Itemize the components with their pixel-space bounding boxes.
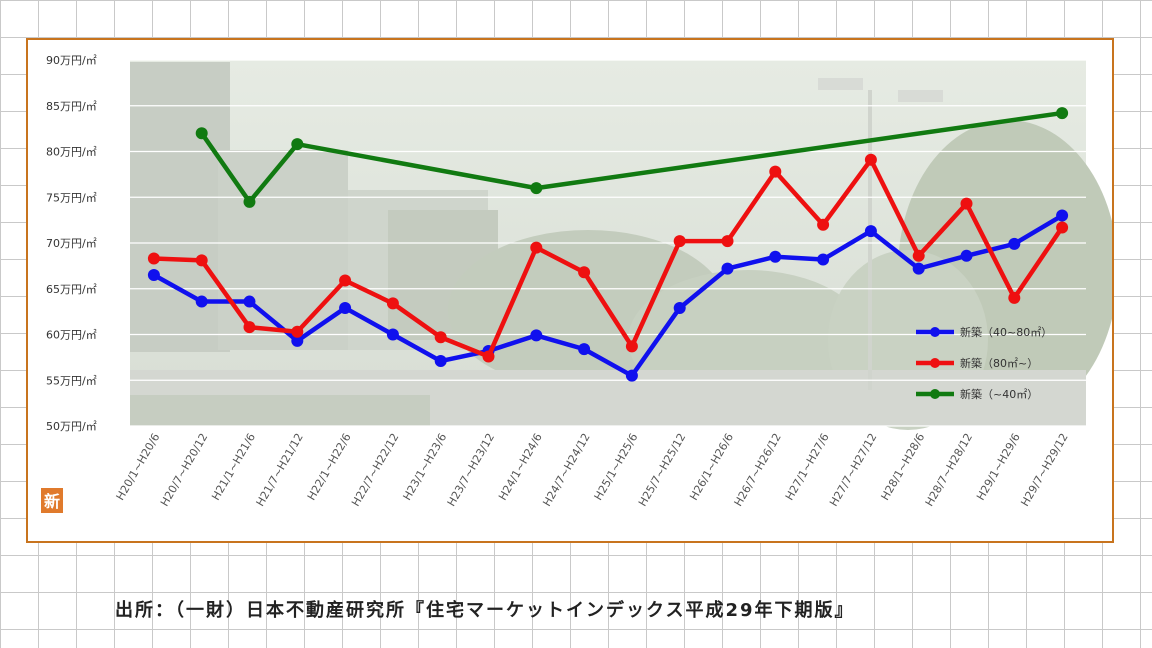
data-point — [530, 241, 543, 254]
data-point — [817, 253, 830, 266]
y-tick-label: 90万円/㎡ — [46, 54, 97, 67]
x-tick-label: H23/1~H23/6 — [400, 431, 449, 503]
y-tick-label: 65万円/㎡ — [46, 283, 97, 296]
data-point — [291, 334, 304, 347]
y-tick-label: 70万円/㎡ — [46, 237, 97, 250]
x-tick-label: H26/1~H26/6 — [687, 431, 736, 503]
data-point — [864, 153, 877, 166]
data-point — [912, 262, 925, 275]
y-tick-label: 85万円/㎡ — [46, 100, 97, 113]
data-point — [291, 325, 304, 338]
chart-frame: 50万円/㎡ 55万円/㎡ 60万円/㎡ 65万円/㎡ 70万円/㎡ 75万円/㎡ 80万円… — [26, 38, 1114, 543]
data-point — [578, 266, 591, 279]
data-point — [1056, 221, 1069, 234]
series-line-2 — [153, 157, 1064, 359]
new-badge-text: 新 — [44, 492, 60, 511]
data-point — [530, 182, 543, 195]
data-point — [1056, 209, 1069, 222]
data-point — [530, 329, 543, 342]
data-point — [243, 321, 256, 334]
series-line-1 — [152, 213, 1064, 378]
data-point — [434, 331, 447, 344]
x-tick-label: H29/1~H29/6 — [974, 431, 1023, 503]
data-point — [960, 197, 973, 210]
y-tick-label: 50万円/㎡ — [46, 420, 97, 433]
x-tick-label: H26/7~H26/12 — [732, 431, 784, 509]
x-tick-label: H21/1~H21/6 — [209, 431, 258, 503]
data-point — [769, 165, 782, 178]
data-point — [1008, 237, 1021, 250]
x-tick-label: H24/1~H24/6 — [496, 431, 545, 503]
x-tick-label: H22/1~H22/6 — [305, 431, 354, 503]
legend-marker — [930, 358, 940, 368]
y-tick-label: 60万円/㎡ — [46, 329, 97, 342]
data-point — [195, 127, 208, 140]
legend-label: 新築（40~80㎡） — [960, 325, 1052, 339]
legend-marker — [930, 327, 940, 337]
x-tick-label: H29/7~H29/12 — [1018, 431, 1070, 509]
data-point — [673, 235, 686, 248]
x-tick-label: H21/7~H21/12 — [254, 431, 306, 509]
new-badge-icon — [41, 488, 63, 513]
background-photo — [130, 60, 1112, 430]
data-point — [673, 301, 686, 314]
chart-svg: 50万円/㎡ 55万円/㎡ 60万円/㎡ 65万円/㎡ 70万円/㎡ 75万円/㎡ 80万円… — [41, 54, 1112, 513]
data-point — [243, 195, 256, 208]
x-tick-label: H22/7~H22/12 — [349, 431, 401, 509]
data-point — [817, 218, 830, 231]
data-point — [147, 269, 160, 282]
legend-label: 新築（~40㎡） — [960, 387, 1038, 401]
data-point — [721, 262, 734, 275]
data-point — [339, 274, 352, 287]
legend-marker — [930, 389, 940, 399]
x-tick-label: H20/1~H20/6 — [114, 431, 163, 503]
x-tick-label: H25/1~H25/6 — [592, 431, 641, 503]
y-tick-label: 55万円/㎡ — [46, 374, 97, 387]
data-point — [482, 350, 495, 363]
data-point — [1056, 107, 1069, 120]
data-point — [195, 295, 208, 308]
data-point — [625, 340, 638, 353]
data-point — [339, 301, 352, 314]
data-point — [960, 249, 973, 262]
data-point — [864, 225, 877, 238]
data-point — [721, 235, 734, 248]
x-tick-label: H23/7~H23/12 — [445, 431, 497, 509]
data-point — [769, 250, 782, 263]
data-point — [195, 254, 208, 267]
legend-label: 新築（80㎡~） — [960, 356, 1038, 370]
x-tick-label: H28/1~H28/6 — [878, 431, 927, 503]
x-tick-label: H25/7~H25/12 — [636, 431, 688, 509]
data-point — [243, 295, 256, 308]
x-tick-label: H20/7~H20/12 — [158, 431, 210, 509]
x-tick-label: H28/7~H28/12 — [923, 431, 975, 509]
data-point — [912, 249, 925, 262]
x-tick-label: H27/7~H27/12 — [827, 431, 879, 509]
source-caption: 出所：（一財）日本不動産研究所『住宅マーケットインデックス平成29年下期版』 — [115, 600, 855, 621]
y-tick-label: 80万円/㎡ — [46, 146, 97, 159]
x-tick-label: H27/1~H27/6 — [783, 431, 832, 503]
data-point — [434, 355, 447, 368]
y-tick-label: 75万円/㎡ — [46, 191, 97, 204]
data-point — [625, 369, 638, 382]
data-point — [147, 252, 160, 265]
data-point — [386, 297, 399, 310]
data-point — [578, 343, 591, 356]
data-point — [386, 328, 399, 341]
data-point — [291, 138, 304, 151]
data-point — [1008, 291, 1021, 304]
x-tick-label: H24/7~H24/12 — [540, 431, 592, 509]
